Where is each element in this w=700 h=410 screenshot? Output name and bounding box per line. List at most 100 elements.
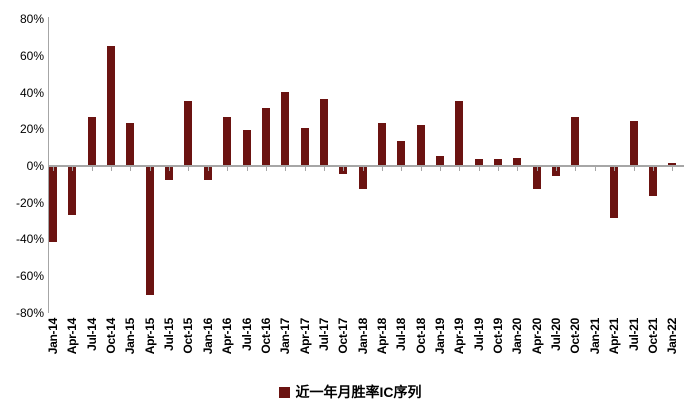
axis-tick <box>149 167 151 171</box>
x-axis-tick-label: Apr-17 <box>297 318 312 355</box>
bar <box>377 122 386 165</box>
x-axis-tick-label: Oct-16 <box>258 318 273 354</box>
x-axis-tick-label: Jul-17 <box>316 318 331 351</box>
axis-tick <box>130 167 132 171</box>
axis-tick <box>265 167 267 171</box>
bar <box>494 159 503 165</box>
axis-tick <box>401 167 403 171</box>
axis-tick <box>111 167 113 171</box>
x-axis-tick-label: Oct-21 <box>645 318 660 354</box>
bar <box>126 122 135 165</box>
axis-tick <box>536 167 538 171</box>
bar <box>281 91 290 165</box>
axis-tick <box>362 167 364 171</box>
x-axis-tick-label: Jan-22 <box>665 318 680 355</box>
bar <box>145 167 154 296</box>
y-axis-tick-label: 40% <box>19 85 44 100</box>
y-axis-tick-label: 80% <box>19 12 44 27</box>
x-axis-tick-label: Jan-21 <box>587 318 602 355</box>
axis-tick <box>478 167 480 171</box>
axis-tick <box>188 167 190 171</box>
x-axis-tick-label: Oct-14 <box>104 318 119 354</box>
x-axis-tick-label: Jul-18 <box>394 318 409 351</box>
axis-tick <box>343 167 345 171</box>
axis-tick <box>304 167 306 171</box>
x-axis-tick-label: Apr-15 <box>142 318 157 355</box>
x-axis-tick-label: Jan-14 <box>46 318 60 355</box>
axis-tick <box>440 167 441 171</box>
y-axis-tick-label: 60% <box>19 48 44 63</box>
axis-tick <box>72 167 74 171</box>
bar <box>629 120 638 165</box>
bar <box>436 155 444 165</box>
axis-tick <box>556 167 558 171</box>
axis-tick <box>633 167 635 171</box>
bar <box>397 141 406 165</box>
bar <box>223 117 232 165</box>
axis-tick <box>614 167 616 171</box>
axis-tick <box>285 167 287 171</box>
x-axis-tick-label: Jan-20 <box>510 318 525 355</box>
legend-label: 近一年月胜率IC序列 <box>295 384 422 400</box>
x-axis-tick-label: Jul-14 <box>84 318 99 351</box>
axis-tick <box>498 167 500 171</box>
x-axis-tick-label: Oct-15 <box>181 318 196 354</box>
bar <box>532 167 541 190</box>
x-axis-tick-label: Jul-21 <box>626 318 641 351</box>
axis-tick <box>207 167 209 171</box>
bar <box>68 167 77 215</box>
x-axis-line <box>48 165 684 167</box>
y-axis-tick-label: 0% <box>26 159 44 173</box>
x-axis-tick-label: Apr-16 <box>220 318 235 355</box>
axis-tick <box>575 167 577 171</box>
x-axis-tick-label: Jul-20 <box>549 318 564 351</box>
axis-tick <box>420 167 422 171</box>
axis-tick <box>459 167 461 171</box>
bar <box>49 167 57 243</box>
axis-tick <box>227 167 229 171</box>
x-axis-tick-label: Apr-18 <box>374 318 389 355</box>
axis-tick <box>517 167 519 171</box>
x-axis-tick-label: Apr-20 <box>529 318 544 355</box>
axis-tick <box>672 167 674 171</box>
bar <box>300 128 309 165</box>
axis-tick <box>91 167 93 171</box>
x-axis-tick-label: Apr-14 <box>65 318 80 355</box>
bar <box>203 167 212 180</box>
bar <box>668 163 677 165</box>
bar <box>513 157 522 165</box>
x-axis-tick-label: Oct-19 <box>491 318 506 354</box>
x-axis-tick-label: Jul-15 <box>162 318 177 351</box>
bar <box>261 108 270 165</box>
y-axis-tick-label: 20% <box>19 122 44 137</box>
axis-tick <box>381 167 383 171</box>
bar <box>242 130 251 165</box>
x-axis-tick-label: Jul-16 <box>239 318 254 351</box>
legend-swatch <box>278 386 290 398</box>
axis-tick <box>53 167 54 171</box>
bar <box>455 100 464 165</box>
x-axis-tick-label: Jan-17 <box>278 318 293 355</box>
axis-tick <box>652 167 654 171</box>
y-axis-tick-label: -80% <box>15 305 44 320</box>
axis-tick <box>169 167 171 171</box>
y-axis-tick-label: -20% <box>15 195 44 210</box>
bar <box>416 124 425 165</box>
x-axis-tick-label: Oct-20 <box>568 318 583 354</box>
axis-tick <box>246 167 248 171</box>
x-axis-tick-label: Jan-19 <box>433 318 447 355</box>
bar <box>571 117 580 165</box>
axis-tick <box>594 167 596 171</box>
bar <box>319 98 328 165</box>
x-axis-tick-label: Oct-18 <box>413 318 428 354</box>
bar <box>474 159 483 165</box>
x-axis-tick-label: Jan-16 <box>200 318 215 355</box>
bar <box>552 167 561 177</box>
bar <box>358 167 367 190</box>
x-axis-tick-label: Apr-19 <box>452 318 467 355</box>
bar <box>107 45 116 165</box>
y-axis-tick-label: -60% <box>15 269 44 284</box>
bar <box>648 167 657 197</box>
x-axis-tick-label: Jul-19 <box>471 318 486 351</box>
